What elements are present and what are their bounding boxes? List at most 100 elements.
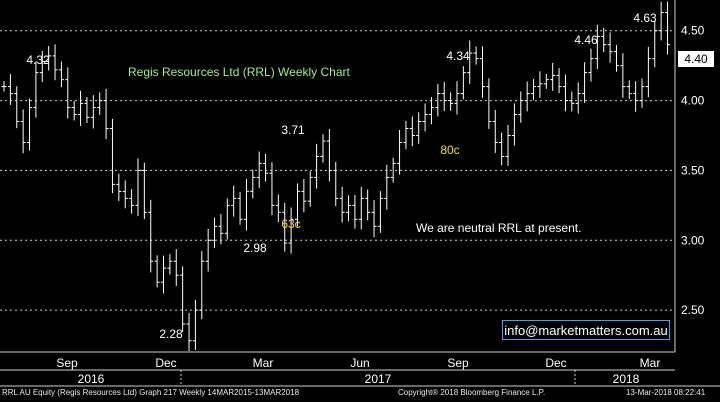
- contact-email: info@marketmatters.com.au: [502, 320, 670, 340]
- price-bar: [84, 97, 90, 124]
- price-bar: [358, 187, 364, 230]
- price-bar: [454, 81, 460, 115]
- x-tick-label: Dec: [545, 356, 566, 370]
- y-tick-label: 4.00: [681, 94, 705, 108]
- price-bar: [416, 112, 422, 144]
- price-bar: [537, 71, 543, 98]
- price-bar: [505, 124, 511, 166]
- price-bar: [403, 120, 409, 150]
- price-bar: [499, 132, 505, 166]
- price-bar: [562, 74, 568, 112]
- price-bar: [626, 80, 632, 100]
- price-bar: [180, 266, 186, 332]
- chart-note: We are neutral RRL at present.: [416, 221, 581, 235]
- price-bar: [397, 129, 403, 175]
- price-bar: [633, 81, 639, 112]
- price-bar: [231, 185, 237, 217]
- price-bar: [620, 53, 626, 98]
- price-bar: [52, 44, 58, 81]
- price-bar: [161, 255, 166, 294]
- footer-copyright: Copyright® 2018 Bloomberg Finance L.P.: [398, 388, 546, 397]
- price-bar: [556, 68, 562, 94]
- price-bar: [594, 24, 600, 70]
- price-bar: [569, 91, 575, 112]
- price-bar: [601, 27, 607, 53]
- peak-label: 4.32: [26, 53, 50, 67]
- price-bar: [14, 86, 20, 129]
- x-tick-label: Mar: [253, 356, 274, 370]
- price-bar: [282, 202, 288, 252]
- price-bar: [97, 92, 103, 115]
- y-tick-label: 3.00: [681, 233, 705, 247]
- x-tick-label: Dec: [155, 356, 176, 370]
- price-bar: [154, 255, 160, 288]
- move-labels: 63c 80c: [281, 143, 459, 231]
- chart-title: Regis Resources Ltd (RRL) Weekly Chart: [128, 65, 351, 79]
- price-bar: [135, 158, 141, 217]
- price-bar: [422, 103, 428, 132]
- peak-label: 4.63: [633, 11, 657, 25]
- chart-annotations: Regis Resources Ltd (RRL) Weekly Chart W…: [128, 65, 581, 235]
- price-bar: [243, 178, 249, 231]
- price-bar: [90, 95, 96, 129]
- price-bar: [486, 78, 492, 129]
- price-bar: [365, 189, 371, 221]
- price-bar: [46, 45, 52, 71]
- price-bar: [103, 88, 109, 140]
- peak-label: 4.46: [574, 33, 598, 47]
- price-bar: [409, 116, 415, 147]
- price-bar: [109, 118, 115, 194]
- price-bar: [199, 251, 205, 320]
- y-tick-label: 3.50: [681, 163, 705, 177]
- price-bar: [269, 162, 275, 216]
- price-bar: [346, 195, 352, 222]
- price-bar: [275, 194, 281, 223]
- price-bar: [33, 61, 39, 118]
- price-bar: [613, 44, 619, 72]
- price-bar: [371, 200, 377, 238]
- x-axis: Sep Dec Mar Jun Sep Dec Mar 2016 2017 2018: [0, 351, 720, 387]
- price-bar: [27, 98, 33, 151]
- price-bar: [390, 157, 396, 183]
- x-tick-label: Jun: [350, 356, 369, 370]
- price-bar: [129, 189, 135, 214]
- price-bar: [582, 62, 588, 103]
- x-tick-label: Mar: [640, 356, 661, 370]
- price-bar: [78, 90, 84, 126]
- price-bar: [665, 1, 671, 55]
- current-price-tag: 4.40: [678, 51, 714, 67]
- price-bars: [1, 1, 671, 352]
- price-bar: [352, 194, 358, 229]
- move-label: 63c: [281, 217, 300, 231]
- price-bar: [39, 50, 45, 83]
- price-bar: [652, 21, 658, 68]
- price-bar: [326, 128, 332, 182]
- x-tick-label: Sep: [56, 356, 78, 370]
- price-bar: [192, 299, 198, 351]
- peak-label: 2.98: [243, 241, 267, 255]
- price-bar: [518, 91, 524, 123]
- x-tick-label: Sep: [447, 356, 469, 370]
- move-label: 80c: [440, 143, 459, 157]
- price-bar: [71, 100, 77, 121]
- price-bar: [307, 171, 313, 207]
- year-tick-label: 2016: [78, 372, 105, 386]
- price-bar: [212, 217, 218, 249]
- price-bar: [148, 199, 154, 273]
- price-bar: [141, 162, 147, 220]
- price-bar: [1, 81, 7, 92]
- price-bar: [543, 73, 549, 89]
- price-bar: [186, 312, 192, 352]
- price-bar: [492, 109, 498, 153]
- price-bar: [645, 46, 651, 98]
- price-bar: [377, 191, 383, 233]
- price-bar: [58, 61, 64, 88]
- price-bar: [448, 92, 454, 111]
- price-bar: [288, 207, 294, 254]
- price-bar: [480, 46, 485, 98]
- price-bar: [205, 228, 211, 272]
- price-bar: [320, 134, 326, 163]
- year-tick-label: 2018: [613, 372, 640, 386]
- price-bar: [531, 79, 537, 101]
